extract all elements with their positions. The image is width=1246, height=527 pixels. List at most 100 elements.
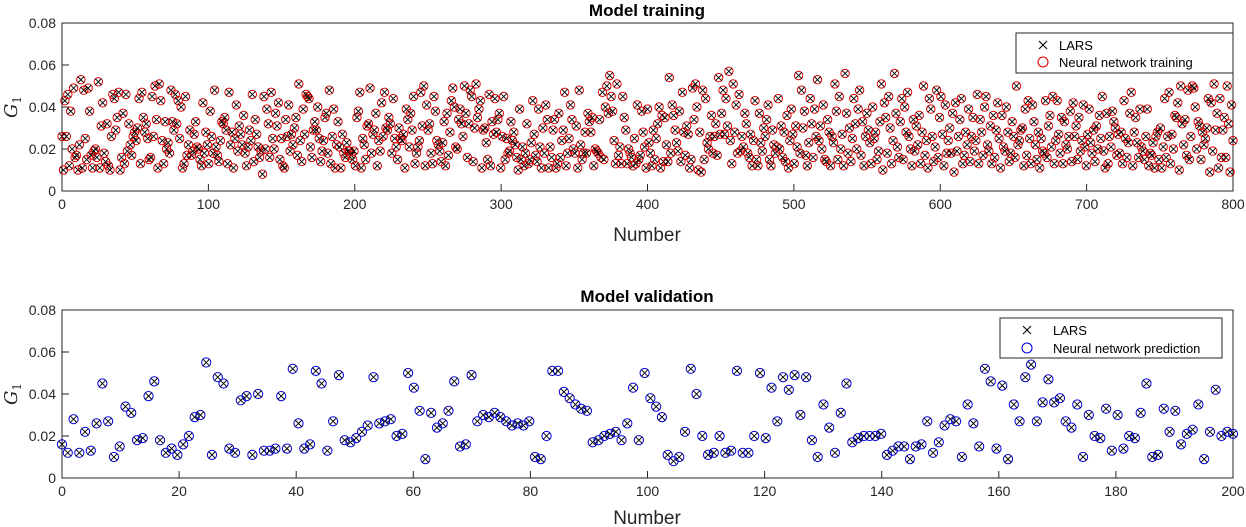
- training-nn-point: [721, 93, 731, 104]
- validation-nn-point: [951, 416, 962, 427]
- training-lars-point: [947, 149, 955, 157]
- validation-lars-point: [375, 419, 383, 428]
- training-nn-point: [1071, 121, 1081, 131]
- training-lars-point: [594, 149, 602, 157]
- validation-nn-point: [368, 372, 379, 383]
- training-lars-point: [474, 113, 482, 122]
- validation-xtick-label: 140: [870, 483, 894, 499]
- training-lars-point: [1129, 162, 1137, 170]
- training-lars-point: [529, 97, 537, 105]
- training-lars-point: [662, 141, 670, 149]
- training-nn-point: [628, 161, 638, 171]
- training-nn-point: [131, 135, 141, 146]
- validation-lars-point: [69, 415, 78, 423]
- training-nn-point: [729, 127, 740, 137]
- training-nn-point: [196, 161, 207, 171]
- training-lars-point: [1185, 155, 1193, 164]
- validation-lars-point: [110, 453, 118, 461]
- training-lars-point: [856, 86, 864, 94]
- training-nn-point: [291, 112, 301, 123]
- training-nn-point: [70, 152, 80, 163]
- training-lars-point: [745, 153, 753, 161]
- validation-lars-point: [202, 358, 210, 367]
- training-lars-point: [687, 155, 695, 164]
- training-lars-point: [757, 139, 765, 147]
- training-nn-point: [1065, 106, 1075, 116]
- training-nn-point: [327, 131, 337, 142]
- training-lars-point: [1117, 128, 1125, 136]
- training-lars-point: [917, 160, 925, 168]
- training-lars-point: [572, 122, 580, 130]
- training-lars-point: [697, 168, 705, 176]
- validation-lars-point: [473, 417, 482, 426]
- training-nn-point: [74, 140, 85, 150]
- training-lars-point: [298, 158, 306, 166]
- training-nn-point: [975, 114, 985, 125]
- validation-nn-point: [293, 418, 304, 429]
- training-nn-point: [323, 148, 333, 158]
- validation-lars-point: [1079, 453, 1087, 461]
- training-nn-point: [1187, 81, 1198, 91]
- training-nn-point: [482, 154, 493, 165]
- training-lars-point: [985, 147, 993, 155]
- training-nn-point: [1212, 108, 1222, 119]
- training-lars-point: [242, 162, 251, 170]
- training-nn-point: [737, 131, 747, 142]
- validation-nn-point: [276, 391, 287, 402]
- training-nn-point: [1141, 131, 1151, 142]
- training-nn-point: [654, 102, 664, 112]
- training-nn-point: [368, 129, 378, 140]
- training-nn-point: [934, 112, 945, 123]
- validation-lars-point: [652, 402, 660, 411]
- validation-nn-point: [616, 435, 627, 446]
- training-lars-point: [834, 155, 842, 164]
- validation-nn-point: [449, 376, 460, 387]
- training-nn-point: [1013, 140, 1023, 150]
- training-lars-point: [1120, 97, 1128, 105]
- training-nn-point: [118, 108, 128, 119]
- training-nn-point: [366, 148, 377, 158]
- training-nn-point: [1168, 144, 1179, 154]
- training-lars-point: [561, 88, 569, 96]
- training-lars-point: [997, 164, 1005, 172]
- training-lars-point: [1158, 164, 1166, 172]
- training-nn-point: [282, 131, 292, 142]
- validation-lars-point: [1027, 360, 1035, 369]
- validation-nn-point: [974, 441, 985, 452]
- validation-lars-point: [808, 436, 816, 444]
- training-nn-point: [728, 79, 738, 89]
- validation-lars-point: [917, 440, 926, 449]
- training-nn-point: [127, 150, 137, 161]
- training-lars-point: [1094, 145, 1102, 153]
- training-lars-point: [799, 124, 807, 132]
- training-nn-point: [102, 119, 112, 129]
- training-lars-point: [1001, 147, 1009, 155]
- training-nn-point: [895, 117, 905, 127]
- training-lars-point: [700, 155, 708, 164]
- validation-nn-point: [1170, 405, 1181, 416]
- training-lars-point: [495, 109, 503, 117]
- training-nn-point: [786, 104, 797, 114]
- training-lars-point: [723, 122, 731, 130]
- training-lars-point: [161, 118, 169, 126]
- training-nn-point: [1062, 144, 1073, 154]
- training-lars-point: [843, 109, 851, 117]
- training-lars-point: [1201, 134, 1209, 143]
- validation-nn-point: [183, 430, 195, 442]
- validation-nn-point: [1106, 445, 1117, 456]
- training-nn-point: [176, 102, 186, 112]
- training-nn-point: [263, 119, 274, 129]
- training-lars-point: [918, 128, 926, 136]
- training-lars-point: [1190, 84, 1198, 92]
- training-lars-point: [1222, 153, 1230, 161]
- training-lars-point: [427, 149, 435, 157]
- validation-nn-point: [201, 357, 212, 368]
- training-nn-point: [702, 138, 712, 148]
- validation-nn-point: [806, 435, 818, 446]
- training-nn-point: [365, 83, 375, 93]
- training-lars-point: [1072, 122, 1080, 130]
- validation-nn-point: [304, 439, 316, 450]
- training-lars-point: [1191, 103, 1199, 111]
- training-nn-point: [806, 119, 817, 129]
- training-nn-point: [836, 144, 846, 154]
